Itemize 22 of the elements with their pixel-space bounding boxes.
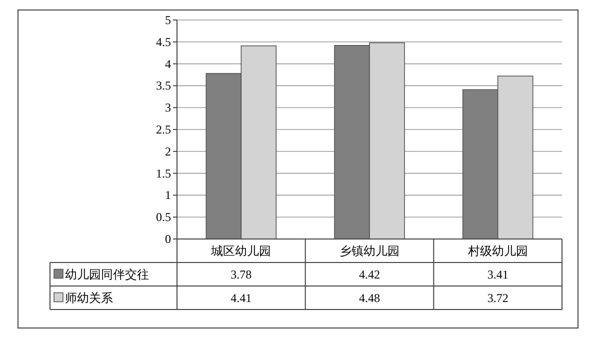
data-label: 3.41 (487, 268, 508, 282)
y-tick-label: 3.5 (156, 78, 171, 93)
y-tick-label: 2.5 (156, 122, 171, 136)
data-label: 3.72 (487, 291, 508, 305)
legend-label: 师幼关系 (65, 291, 113, 305)
y-tick-label: 4 (165, 56, 171, 71)
y-tick-label: 1 (165, 188, 171, 202)
data-label: 4.42 (359, 268, 380, 282)
x-tick-label: 城区幼儿园 (210, 244, 272, 258)
data-label: 4.48 (359, 291, 380, 305)
data-label: 4.41 (230, 291, 252, 305)
y-tick-label: 0 (165, 232, 171, 246)
y-tick-label: 4.5 (156, 34, 171, 49)
y-tick-label: 2 (165, 144, 171, 158)
data-label: 3.78 (230, 268, 252, 282)
y-tick-label: 0.5 (156, 210, 171, 224)
x-tick-label: 村级幼儿园 (466, 244, 528, 258)
y-tick-label: 1.5 (156, 166, 171, 180)
y-tick-label: 3 (165, 100, 171, 115)
y-tick-label: 5 (165, 13, 171, 27)
x-tick-label: 乡镇幼儿园 (340, 244, 400, 258)
legend-label: 幼儿园同伴交往 (65, 268, 149, 282)
